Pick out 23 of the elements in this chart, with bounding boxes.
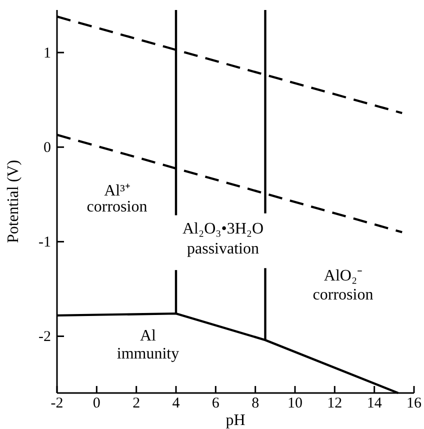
x-tick-label: 14 xyxy=(366,396,382,412)
x-tick-label: 10 xyxy=(288,396,302,412)
annotation: Al₂O₃•3H₂O xyxy=(182,220,264,238)
annotation: passivation xyxy=(187,240,259,258)
x-tick-label: 0 xyxy=(92,396,100,412)
x-tick-label: 12 xyxy=(327,396,342,412)
x-axis-title: pH xyxy=(226,412,246,429)
y-tick-label: -2 xyxy=(38,329,51,346)
x-tick-label: 4 xyxy=(172,396,180,412)
annotation: corrosion xyxy=(312,286,374,304)
annotation: corrosion xyxy=(86,198,148,216)
x-tick-label: 8 xyxy=(252,396,260,412)
x-tick-label: 16 xyxy=(406,396,422,412)
y-tick-label: -1 xyxy=(38,234,51,250)
y-axis-title: Potential (V) xyxy=(5,160,22,244)
annotation: AlO₂⁻ xyxy=(324,268,362,285)
y-tick-label: 1 xyxy=(44,45,51,62)
x-tick-label: 2 xyxy=(132,396,140,412)
annotation: immunity xyxy=(116,346,180,363)
annotation: Al³⁺ xyxy=(104,182,130,200)
y-tick-label: 0 xyxy=(44,140,51,156)
x-tick-label: 6 xyxy=(212,396,220,412)
annotation: Al xyxy=(140,328,157,345)
